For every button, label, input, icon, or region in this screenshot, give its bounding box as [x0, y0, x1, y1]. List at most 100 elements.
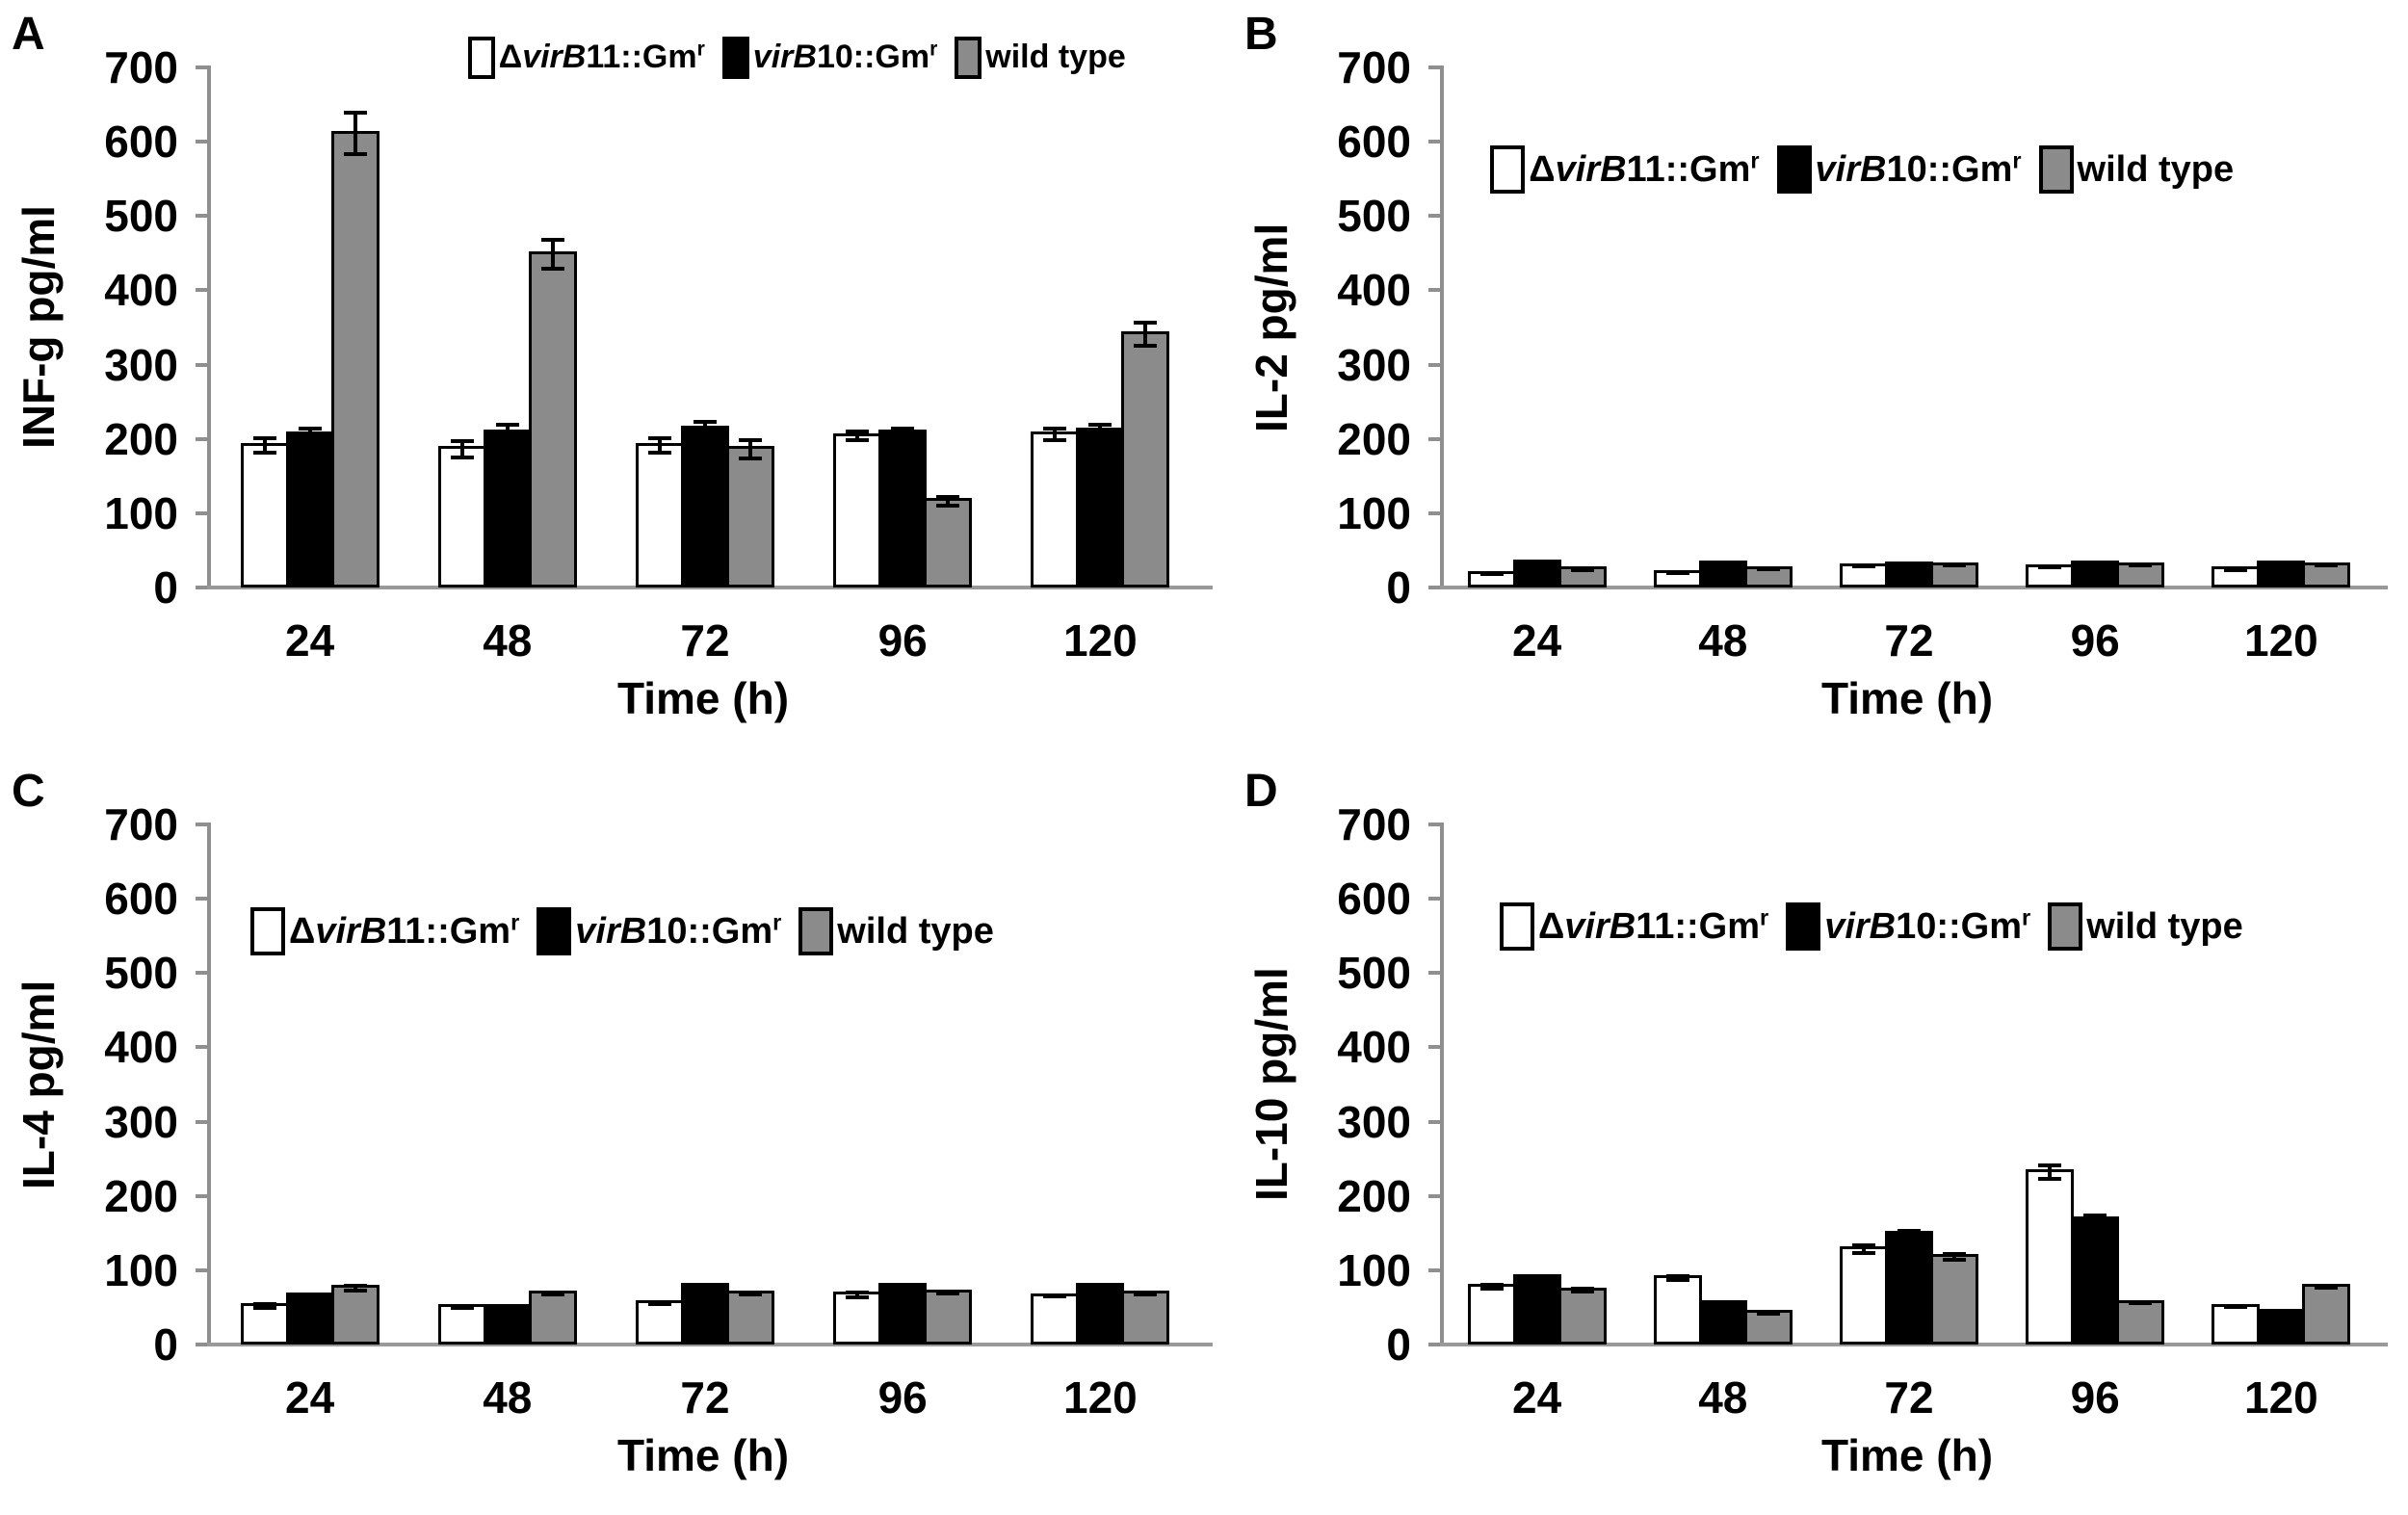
bar-cluster [1653, 561, 1793, 588]
bar [528, 238, 577, 588]
bar [2302, 562, 2351, 588]
y-tick-mark [1428, 823, 1444, 826]
error-bar [2234, 567, 2238, 572]
legend-item: ΔvirB11::Gmr [1499, 902, 1768, 951]
bar [878, 1282, 928, 1345]
x-tick-label: 120 [1063, 1372, 1138, 1423]
y-tick-mark [196, 971, 211, 976]
bar-group: 96 [2002, 67, 2188, 666]
bar-cluster [437, 238, 577, 588]
legend-item: wild type [2048, 902, 2243, 951]
legend-swatch [1490, 145, 1526, 194]
y-tick-mark [1428, 1119, 1444, 1124]
x-tick-label: 48 [483, 615, 533, 666]
error-bar [946, 1289, 951, 1295]
error-bar [2048, 564, 2053, 570]
y-tick-mark [196, 288, 211, 293]
legend-swatch [2048, 902, 2083, 951]
error-bar [1675, 1274, 1680, 1283]
y-tick-label: 300 [1337, 339, 1411, 390]
y-tick-label: 500 [1337, 948, 1411, 999]
bar [2026, 1162, 2075, 1345]
y-tick-label: 400 [1337, 265, 1411, 316]
y-tick-label: 100 [1337, 1244, 1411, 1295]
x-tick-label: 96 [877, 1372, 928, 1423]
bar [924, 495, 973, 588]
error-bar [1489, 1282, 1494, 1291]
y-tick-mark [196, 65, 211, 69]
error-bar [1098, 423, 1103, 438]
bar [2116, 562, 2165, 588]
bar-cluster [2212, 561, 2351, 588]
error-bar [2093, 561, 2098, 566]
y-tick-label: 300 [1337, 1096, 1411, 1147]
panel-c: C IL-4 pg/ml 700 600 500 400 300 200 100 0 24 48 7… [0, 757, 1233, 1515]
error-bar [1053, 1293, 1058, 1299]
bar [528, 1291, 577, 1345]
bar-group: 24 [211, 824, 408, 1423]
error-bar [1951, 1252, 1956, 1262]
bar [680, 419, 729, 588]
x-tick-label: 48 [483, 1372, 533, 1423]
bar [483, 423, 532, 588]
y-axis-title: IL-10 pg/ml [1246, 967, 1296, 1202]
legend-item: virB10::Gmr [1776, 145, 2022, 194]
error-bar [505, 423, 510, 441]
y-tick-label: 500 [104, 948, 178, 999]
bar [1839, 562, 1888, 588]
x-tick-label: 24 [1512, 1372, 1562, 1423]
legend-swatch [1786, 902, 1821, 951]
error-bar [307, 427, 312, 442]
legend-label: virB10::Gmr [752, 38, 938, 76]
bar-group: 120 [1002, 824, 1199, 1423]
bar [240, 436, 289, 588]
error-bar [353, 1283, 357, 1293]
bar [1698, 561, 1747, 588]
error-bar [1143, 320, 1148, 348]
bar [1031, 427, 1080, 588]
x-tick-label: 72 [1884, 615, 1934, 666]
y-tick-mark [1428, 510, 1444, 515]
y-tick-mark [1428, 1267, 1444, 1272]
bar [240, 1301, 289, 1345]
x-axis-title: Time (h) [1820, 1430, 1994, 1480]
error-bar [459, 438, 464, 460]
error-bar [1720, 561, 1725, 566]
y-tick-label: 400 [1337, 1022, 1411, 1073]
legend-item: wild type [955, 36, 1126, 79]
bar-cluster [833, 427, 973, 588]
error-bar [1534, 560, 1539, 564]
x-tick-label: 120 [2244, 1372, 2318, 1423]
bar-group: 48 [1630, 824, 1816, 1423]
bar [680, 1282, 729, 1345]
bar [2257, 561, 2306, 588]
y-tick-label: 200 [104, 413, 178, 464]
y-tick-mark [196, 1193, 211, 1198]
bar-cluster [437, 1291, 577, 1345]
legend: ΔvirB11::Gmr virB10::Gmr wild type [467, 36, 1126, 79]
error-bar [1906, 562, 1911, 567]
bar-cluster [1839, 562, 1978, 588]
legend-item: virB10::Gmr [721, 36, 938, 79]
error-bar [2138, 1300, 2143, 1306]
y-tick-label: 600 [1337, 874, 1411, 925]
y-tick-mark [196, 140, 211, 144]
y-tick-label: 700 [1337, 799, 1411, 849]
y-tick-label: 200 [1337, 413, 1411, 464]
bar [2212, 1303, 2261, 1345]
legend-label: virB10::Gmr [1815, 146, 2022, 190]
bar-cluster [1031, 320, 1170, 588]
error-bar [2279, 1308, 2284, 1316]
error-bar [946, 495, 951, 508]
bar-group: 48 [408, 824, 606, 1423]
bar [2071, 1214, 2120, 1345]
x-tick-label: 96 [2070, 615, 2120, 666]
y-tick-label: 600 [104, 117, 178, 168]
bar-cluster [2026, 561, 2165, 588]
bar-cluster [240, 1283, 380, 1345]
error-bar [1906, 1228, 1911, 1240]
y-tick-label: 100 [1337, 487, 1411, 538]
error-bar [1580, 1286, 1584, 1294]
y-tick-mark [196, 436, 211, 441]
bar [1031, 1293, 1080, 1345]
